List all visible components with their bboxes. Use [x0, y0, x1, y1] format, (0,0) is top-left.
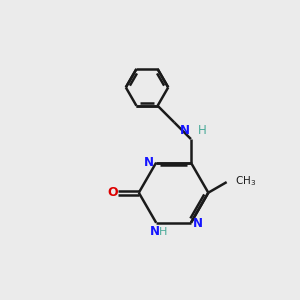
Text: N: N: [193, 217, 203, 230]
Text: O: O: [107, 186, 118, 199]
Text: N: N: [144, 155, 154, 169]
Text: H: H: [197, 124, 206, 137]
Text: CH$_3$: CH$_3$: [235, 174, 256, 188]
Text: N: N: [150, 225, 160, 238]
Text: N: N: [179, 124, 190, 137]
Text: H: H: [158, 226, 167, 237]
